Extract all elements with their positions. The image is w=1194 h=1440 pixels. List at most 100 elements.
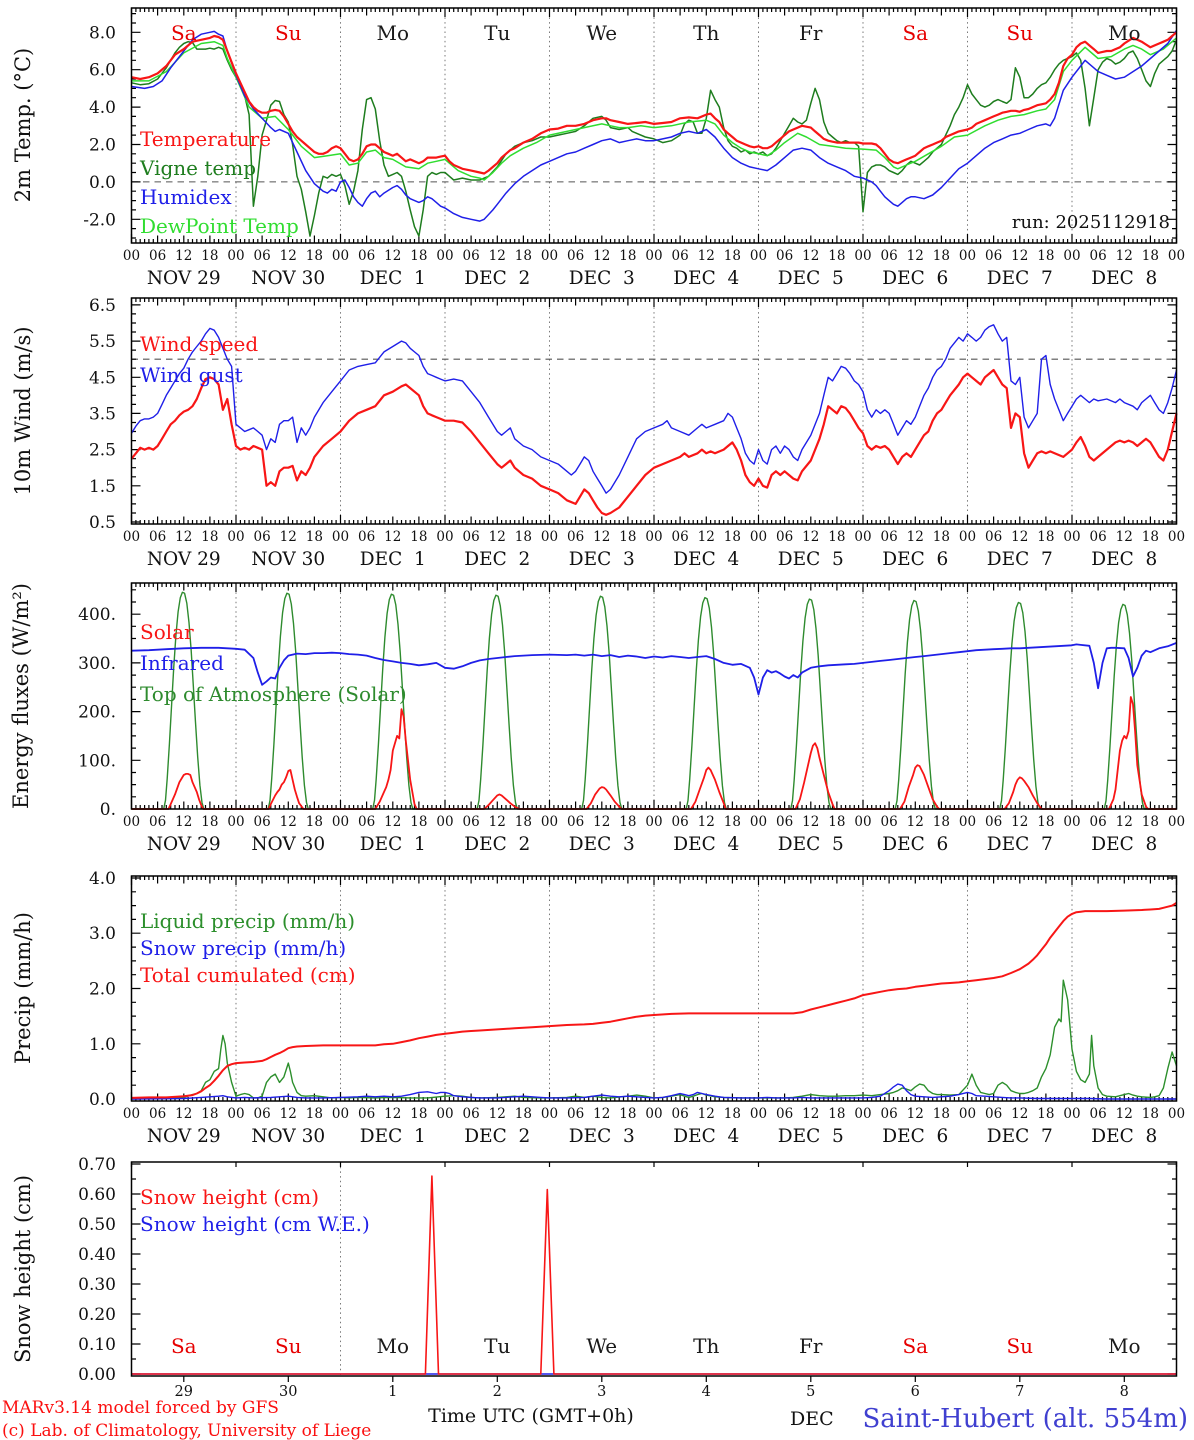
series-wind-gust <box>130 324 1178 494</box>
y-tick-label: 0.60 <box>78 1185 116 1205</box>
legend-top-of-atmosphere-solar: Top of Atmosphere (Solar) <box>140 682 407 706</box>
hour-label: 00 <box>227 529 244 545</box>
hour-label: 12 <box>698 814 715 830</box>
hour-label: 12 <box>907 248 924 264</box>
hour-label: 00 <box>1063 529 1080 545</box>
hour-label: 18 <box>1037 529 1054 545</box>
hour-label: 06 <box>1090 248 1107 264</box>
day-name-label: Su <box>275 21 302 45</box>
hour-label: 06 <box>1090 814 1107 830</box>
y-tick-label: 0.70 <box>78 1155 116 1175</box>
y-tick-label: 2.0 <box>89 135 116 155</box>
y-tick-label: 8.0 <box>89 23 116 43</box>
y-tick-label: 6.0 <box>89 61 116 81</box>
hour-label: 18 <box>619 529 636 545</box>
hour-label: 18 <box>933 814 950 830</box>
y-tick-label: 0.50 <box>78 1215 116 1235</box>
month-label: DEC <box>790 1408 834 1430</box>
hour-label: 00 <box>854 814 871 830</box>
y-tick-label: 5.5 <box>89 332 116 352</box>
date-label: DEC 2 <box>464 268 530 289</box>
hour-label: 06 <box>463 248 480 264</box>
y-axis-title-precip: Precip (mm/h) <box>11 912 35 1064</box>
credit-line-1: MARv3.14 model forced by GFS <box>2 1398 279 1418</box>
hour-label: 06 <box>672 529 689 545</box>
hour-label: 06 <box>1090 1106 1107 1122</box>
hour-label: 00 <box>123 814 140 830</box>
hour-label: 00 <box>436 248 453 264</box>
day-number-label: 2 <box>493 1384 502 1400</box>
hour-label: 12 <box>489 529 506 545</box>
day-number-label: 4 <box>702 1384 711 1400</box>
date-label: DEC 7 <box>987 268 1053 289</box>
hour-label: 12 <box>802 814 819 830</box>
hour-label: 18 <box>306 248 323 264</box>
hour-label: 12 <box>698 1106 715 1122</box>
legend-dewpoint-temp: DewPoint Temp <box>140 214 299 238</box>
hour-label: 12 <box>489 1106 506 1122</box>
hour-label: 00 <box>1063 1106 1080 1122</box>
hour-label: 18 <box>306 529 323 545</box>
hour-label: 06 <box>358 1106 375 1122</box>
day-name-label: Fr <box>799 21 823 45</box>
date-label: NOV 30 <box>251 549 325 570</box>
hour-label: 12 <box>280 248 297 264</box>
chart-generated-layers: 8.0 6.0 4.0 2.0 0.0 -2.0 Temperature Vigne temp… <box>78 7 1185 1400</box>
hour-label: 06 <box>776 1106 793 1122</box>
day-name-label: Tu <box>484 21 510 45</box>
date-label: DEC 6 <box>882 268 948 289</box>
day-name-label: Sa <box>171 1334 197 1358</box>
hour-label: 12 <box>1011 814 1028 830</box>
hour-label: 06 <box>254 814 271 830</box>
panel-border <box>130 1161 1178 1377</box>
date-label: DEC 8 <box>1091 1126 1157 1147</box>
hour-label: 00 <box>645 814 662 830</box>
hour-label: 12 <box>489 248 506 264</box>
date-label: DEC 5 <box>778 268 844 289</box>
hour-label: 18 <box>410 1106 427 1122</box>
hour-label: 00 <box>436 529 453 545</box>
date-label: DEC 4 <box>673 549 739 570</box>
hour-label: 06 <box>463 529 480 545</box>
legend-solar: Solar <box>140 620 194 644</box>
hour-label: 18 <box>515 1106 532 1122</box>
y-tick-label: 400. <box>78 605 116 625</box>
hour-label: 18 <box>515 529 532 545</box>
hour-label: 00 <box>645 529 662 545</box>
hour-label: 06 <box>985 814 1002 830</box>
day-name-label: Sa <box>902 21 928 45</box>
y-tick-label: 200. <box>78 703 116 723</box>
hour-label: 06 <box>149 248 166 264</box>
series-humidex <box>131 29 1178 222</box>
hour-label: 00 <box>645 1106 662 1122</box>
hour-label: 12 <box>802 529 819 545</box>
hour-label: 00 <box>645 248 662 264</box>
y-tick-label: 0.5 <box>89 513 116 533</box>
day-number-label: 8 <box>1120 1384 1129 1400</box>
hour-label: 00 <box>123 248 140 264</box>
hour-label: 12 <box>175 248 192 264</box>
date-label: DEC 5 <box>778 834 844 855</box>
y-tick-label: 0.0 <box>89 1090 116 1110</box>
y-tick-label: 0.0 <box>89 173 116 193</box>
day-number-label: 30 <box>279 1384 297 1400</box>
hour-label: 18 <box>1142 1106 1159 1122</box>
day-name-label: Mo <box>1108 1334 1141 1358</box>
hour-label: 06 <box>881 529 898 545</box>
hour-label: 12 <box>280 814 297 830</box>
panel-border <box>130 297 1178 525</box>
hour-label: 18 <box>724 248 741 264</box>
hour-label: 00 <box>750 1106 767 1122</box>
hour-label: 00 <box>1168 529 1185 545</box>
y-tick-label: -2.0 <box>83 210 116 230</box>
date-label: NOV 29 <box>147 268 221 289</box>
date-label: DEC 1 <box>360 549 426 570</box>
date-label: DEC 4 <box>673 268 739 289</box>
hour-label: 12 <box>593 529 610 545</box>
hour-label: 12 <box>1011 529 1028 545</box>
date-label: DEC 7 <box>987 549 1053 570</box>
day-number-label: 29 <box>175 1384 193 1400</box>
y-tick-label: 3.0 <box>89 924 116 944</box>
